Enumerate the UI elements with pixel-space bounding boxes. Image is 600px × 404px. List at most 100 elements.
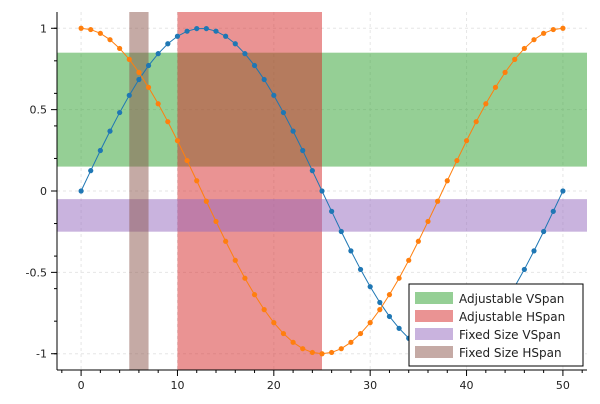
series-2-point	[483, 101, 489, 107]
series-1-point	[251, 62, 258, 69]
series-1-point	[541, 228, 547, 235]
legend-swatch	[415, 346, 453, 358]
series-1-point	[136, 76, 142, 83]
series-2-point	[242, 275, 248, 281]
series-2-point	[271, 320, 277, 326]
y-tick-label: 0	[40, 185, 47, 198]
series-1-point	[531, 248, 537, 254]
series-1-point	[261, 76, 267, 83]
legend-swatch	[415, 310, 453, 322]
series-1-point	[223, 33, 229, 39]
series-1-point	[386, 313, 393, 320]
series-1-point	[396, 325, 402, 331]
series-2-point	[338, 346, 344, 352]
series-1-point	[126, 92, 132, 98]
x-tick-label: 40	[460, 379, 474, 392]
legend-swatch	[415, 292, 453, 304]
series-2-point	[435, 198, 441, 204]
legend-label: Fixed Size VSpan	[459, 328, 561, 342]
series-2-point	[550, 26, 556, 33]
series-2-point	[165, 119, 171, 125]
series-2-point	[473, 119, 479, 125]
series-2-point	[512, 56, 518, 62]
series-2-point	[348, 339, 354, 345]
series-2-point	[251, 292, 258, 298]
series-1-point	[117, 109, 123, 116]
span-adjustable-hspan	[177, 12, 322, 370]
series-2-point	[396, 275, 402, 281]
series-2-point	[280, 330, 287, 337]
series-1-point	[280, 109, 287, 116]
x-tick-label: 0	[78, 379, 85, 392]
y-tick-label: 1	[40, 22, 47, 35]
series-1-point	[329, 208, 335, 214]
series-1-point	[319, 188, 325, 194]
series-2-point	[386, 292, 393, 298]
series-1-point	[165, 41, 171, 47]
series-2-point	[300, 346, 306, 352]
series-1-point	[377, 299, 383, 306]
series-2-point	[107, 37, 113, 43]
series-2-point	[425, 218, 431, 225]
series-1-point	[232, 41, 238, 47]
series-1-point	[560, 188, 566, 194]
series-layer	[78, 25, 566, 357]
series-1-point	[271, 92, 277, 98]
series-1-point	[338, 228, 344, 235]
x-tick-label: 10	[170, 379, 184, 392]
series-1-point	[194, 25, 200, 32]
series-2-point	[531, 37, 537, 43]
series-1-point	[550, 208, 556, 214]
series-1-point	[357, 266, 364, 273]
y-tick-label: -1	[36, 348, 47, 361]
series-1-point	[290, 128, 296, 134]
series-2-point	[367, 320, 373, 326]
series-2-point	[194, 178, 200, 184]
series-2-point	[145, 84, 152, 90]
series-1-point	[309, 168, 315, 174]
series-1-point	[184, 28, 190, 34]
legend-swatch	[415, 328, 453, 340]
series-2-point	[541, 30, 547, 36]
series-2-point	[521, 45, 527, 52]
series-1-point	[174, 33, 181, 39]
series-2-point	[232, 257, 238, 263]
series-2-point	[444, 178, 450, 184]
series-2-point	[290, 339, 296, 345]
series-2-point	[261, 307, 267, 313]
series-2-point	[502, 69, 508, 75]
series-2-point	[357, 330, 364, 337]
series-2-point	[223, 238, 229, 244]
series-2-point	[78, 25, 84, 31]
series-2-point	[415, 238, 421, 244]
span-fixed-size-hspan	[129, 12, 149, 370]
series-2-point	[117, 45, 123, 52]
series-2-point	[463, 138, 470, 144]
series-1-point	[107, 128, 113, 134]
x-tick-label: 30	[363, 379, 377, 392]
series-2-point	[88, 26, 94, 33]
series-2-point	[406, 257, 412, 263]
series-2-point	[377, 307, 383, 313]
series-1-point	[155, 51, 161, 57]
series-1-point	[78, 188, 84, 194]
series-1-point	[242, 51, 248, 57]
series-1-point	[521, 266, 527, 273]
series-1-point	[88, 168, 94, 174]
series-2-point	[213, 218, 219, 225]
axis-layer: 0 10 20 30 40 50 -1 -0.5 0 0.5 1	[26, 12, 587, 392]
series-2-point	[319, 351, 325, 357]
series-2-point	[309, 349, 315, 356]
series-2-point	[126, 56, 132, 62]
series-2-point	[136, 69, 142, 75]
series-1-point	[367, 284, 373, 290]
series-2-point	[454, 157, 460, 164]
series-2-point	[492, 84, 499, 90]
y-tick-label: -0.5	[26, 266, 47, 279]
series-2-point	[174, 138, 181, 144]
series-2-point	[155, 101, 161, 107]
series-2-point	[560, 25, 566, 31]
series-2-point	[329, 349, 335, 356]
series-2-point	[97, 30, 103, 36]
